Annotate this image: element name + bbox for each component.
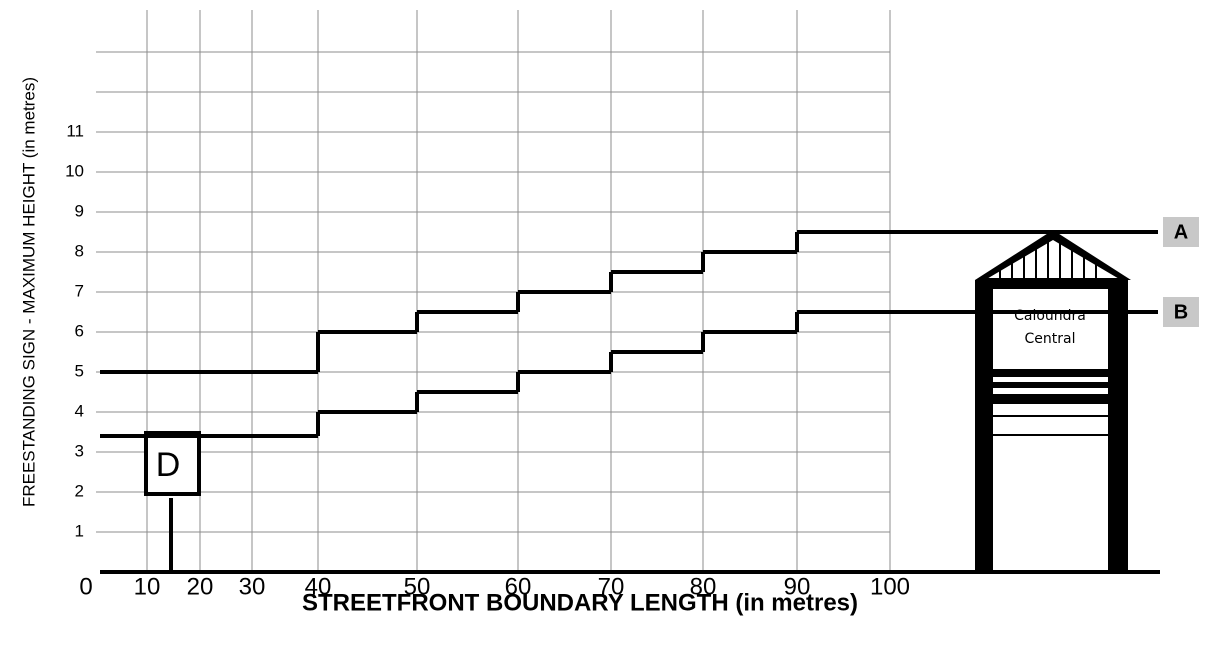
x-tick-label: 10 <box>134 573 161 600</box>
y-tick-label: 8 <box>75 241 84 260</box>
d-sign: D <box>146 433 199 572</box>
y-axis-title: FREESTANDING SIGN - MAXIMUM HEIGHT (in m… <box>19 77 38 507</box>
y-tick-label: 9 <box>75 201 84 220</box>
legend-label: B <box>1174 301 1188 323</box>
y-tick-label: 6 <box>75 321 84 340</box>
x-tick-label: 20 <box>187 573 214 600</box>
x-tick-label: 30 <box>239 573 266 600</box>
y-tick-label: 10 <box>65 161 84 180</box>
y-tick-label: 5 <box>75 361 84 380</box>
x-tick-label: 100 <box>870 573 910 600</box>
y-tick-label: 7 <box>75 281 84 300</box>
building: Caloundra Central <box>975 230 1131 572</box>
y-tick-label: 4 <box>75 401 84 420</box>
x-axis-title: STREETFRONT BOUNDARY LENGTH (in metres) <box>302 589 858 616</box>
annotation: D <box>156 446 181 484</box>
annotation: Central <box>1025 331 1076 347</box>
sign-board <box>989 285 1112 373</box>
x-tick-label: 0 <box>79 573 92 600</box>
roof <box>975 230 1131 280</box>
y-tick-label: 1 <box>75 521 84 540</box>
y-tick-label: 3 <box>75 441 84 460</box>
chart: 12345678910110102030405060708090100 Calo… <box>0 0 1208 646</box>
y-tick-label: 11 <box>66 121 84 140</box>
legend-label: A <box>1174 221 1188 243</box>
y-tick-label: 2 <box>75 481 84 500</box>
